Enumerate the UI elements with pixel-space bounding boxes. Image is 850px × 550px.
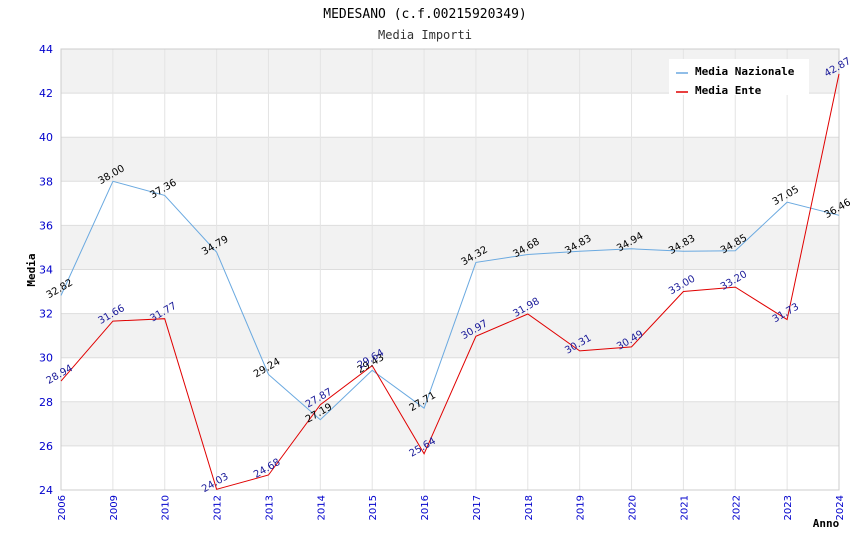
grid-band [61, 225, 839, 270]
x-tick-label: 2009 [109, 495, 120, 520]
x-tick-label: 2023 [783, 495, 794, 520]
x-tick-label: 2012 [213, 495, 224, 520]
x-axis-ticks: 2006 2009 2010 2012 2013 2014 2015 2016 2017 2018… [57, 495, 846, 520]
series-line-media-nazionale [60, 180, 840, 421]
data-label-ente: 28.94 [45, 363, 75, 387]
legend-label-media-nazionale: Media Nazionale [695, 65, 795, 78]
grid-band [61, 137, 839, 182]
legend-label-media-ente: Media Ente [695, 84, 762, 97]
data-label-ente: 24.03 [200, 471, 230, 495]
legend-box [669, 59, 809, 95]
x-tick-label: 2015 [368, 495, 379, 520]
data-label-nazionale: 29.24 [252, 356, 282, 380]
data-label-ente: 33.00 [667, 273, 697, 297]
series-lines [60, 73, 840, 490]
x-tick-label: 2024 [835, 495, 846, 520]
data-label-nazionale: 36.46 [823, 197, 850, 221]
x-tick-label: 2016 [420, 495, 431, 520]
y-tick-label: 26 [39, 440, 53, 453]
x-tick-label: 2020 [628, 495, 639, 520]
series-line-media-ente [60, 73, 840, 490]
y-tick-label: 32 [39, 308, 53, 321]
y-tick-label: 28 [39, 396, 53, 409]
x-tick-label: 2010 [161, 495, 172, 520]
chart-title: MEDESANO (c.f.00215920349) [323, 7, 527, 22]
x-tick-label: 2017 [472, 495, 483, 520]
x-tick-label: 2022 [731, 495, 742, 520]
y-axis-label: Media [25, 253, 38, 286]
x-tick-label: 2014 [316, 495, 327, 520]
grid-band [61, 401, 839, 446]
legend: Media Nazionale Media Ente [669, 59, 809, 97]
x-tick-label: 2006 [57, 495, 68, 520]
data-label-nazionale: 32.82 [45, 277, 75, 301]
x-tick-label: 2013 [264, 495, 275, 520]
data-label-ente: 24.68 [252, 457, 282, 481]
chart-subtitle: Media Importi [378, 28, 472, 42]
x-tick-label: 2021 [679, 495, 690, 520]
y-tick-label: 24 [39, 484, 53, 497]
y-tick-label: 42 [39, 87, 53, 100]
y-tick-label: 44 [39, 43, 53, 56]
y-tick-label: 38 [39, 175, 53, 188]
y-tick-label: 34 [39, 264, 53, 277]
y-tick-label: 40 [39, 131, 53, 144]
gridlines [60, 48, 840, 491]
x-tick-label: 2019 [576, 495, 587, 520]
x-tick-label: 2018 [524, 495, 535, 520]
data-label-ente: 33.20 [719, 269, 749, 293]
x-axis-label: Anno [813, 517, 840, 530]
plot-frame [60, 48, 840, 491]
y-tick-label: 30 [39, 352, 53, 365]
y-axis-ticks: 24 26 28 30 32 34 36 38 40 42 44 [39, 43, 53, 497]
y-tick-label: 36 [39, 219, 53, 232]
